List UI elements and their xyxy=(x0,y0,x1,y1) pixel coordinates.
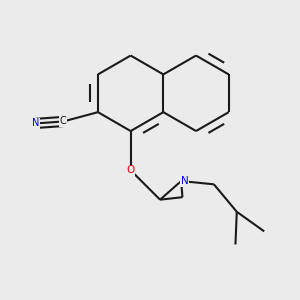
Text: C: C xyxy=(60,116,67,127)
Text: N: N xyxy=(32,118,40,128)
Text: O: O xyxy=(127,165,135,175)
Text: N: N xyxy=(181,176,188,186)
